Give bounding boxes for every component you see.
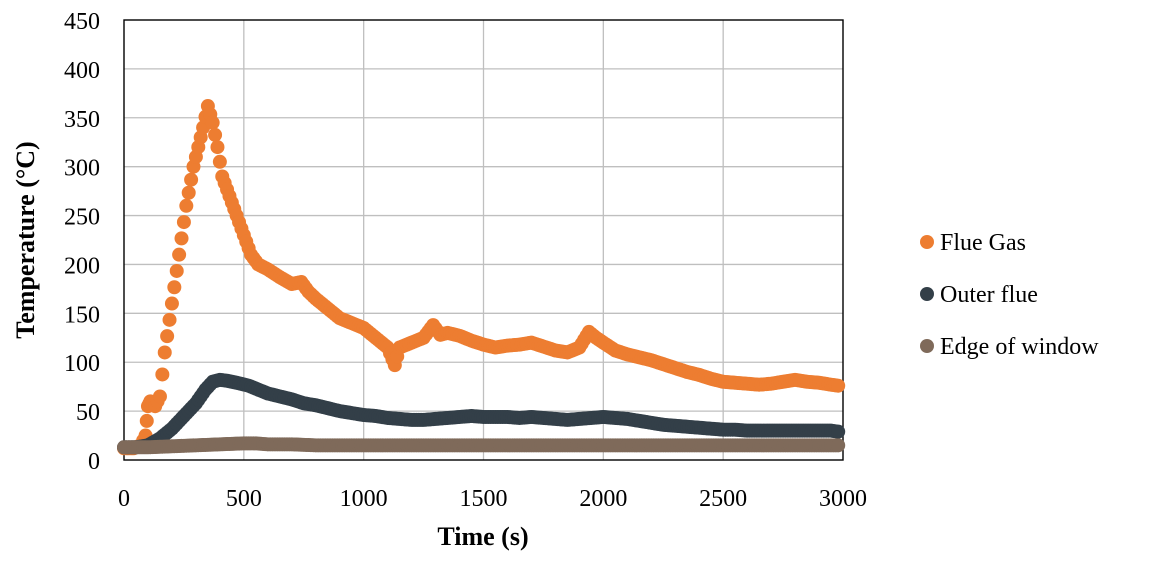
y-tick-labels: 0 50 100 150 200 250 300 350 400 450 bbox=[64, 9, 100, 475]
y-tick-label: 200 bbox=[64, 253, 100, 279]
legend: Flue Gas Outer flue Edge of window bbox=[920, 230, 1099, 360]
data-point bbox=[179, 198, 194, 213]
x-tick-label: 2000 bbox=[579, 486, 627, 512]
series-edge-of-window bbox=[117, 436, 846, 455]
legend-label: Flue Gas bbox=[940, 230, 1026, 256]
legend-item: Edge of window bbox=[920, 334, 1099, 360]
data-point bbox=[172, 247, 187, 262]
y-tick-label: 0 bbox=[88, 449, 100, 475]
data-point bbox=[831, 438, 846, 453]
data-point bbox=[167, 280, 182, 295]
x-tick-label: 2500 bbox=[699, 486, 747, 512]
x-tick-label: 500 bbox=[226, 486, 262, 512]
y-tick-label: 300 bbox=[64, 156, 100, 182]
x-tick-labels: 0 500 1000 1500 2000 2500 3000 bbox=[118, 486, 867, 512]
legend-item: Flue Gas bbox=[920, 230, 1026, 256]
data-point bbox=[184, 172, 199, 187]
x-tick-label: 1500 bbox=[460, 486, 508, 512]
legend-item: Outer flue bbox=[920, 282, 1038, 308]
data-point bbox=[208, 127, 223, 142]
y-tick-label: 250 bbox=[64, 205, 100, 231]
data-point bbox=[139, 413, 154, 428]
data-point bbox=[212, 154, 227, 169]
data-point bbox=[176, 215, 191, 230]
data-point bbox=[155, 367, 170, 382]
y-tick-label: 50 bbox=[76, 400, 100, 426]
data-point bbox=[164, 296, 179, 311]
data-point bbox=[831, 378, 846, 393]
data-point bbox=[831, 424, 846, 439]
data-point bbox=[152, 389, 167, 404]
legend-label: Outer flue bbox=[940, 282, 1038, 308]
y-tick-label: 100 bbox=[64, 351, 100, 377]
data-point bbox=[205, 115, 220, 130]
data-point bbox=[181, 185, 196, 200]
gridlines bbox=[124, 20, 843, 460]
y-axis-title: Temperature (°C) bbox=[11, 141, 40, 338]
y-tick-label: 350 bbox=[64, 107, 100, 133]
series-flue-gas bbox=[117, 99, 846, 456]
y-tick-label: 450 bbox=[64, 9, 100, 35]
plot-area-frame bbox=[123, 19, 844, 461]
legend-marker bbox=[920, 235, 934, 249]
y-tick-label: 150 bbox=[64, 302, 100, 328]
legend-marker bbox=[920, 339, 934, 353]
y-tick-label: 400 bbox=[64, 58, 100, 84]
series-layer bbox=[117, 99, 846, 456]
data-point bbox=[162, 312, 177, 327]
data-point bbox=[169, 263, 184, 278]
data-point bbox=[174, 231, 189, 246]
x-axis-title: Time (s) bbox=[437, 522, 528, 551]
data-point bbox=[157, 345, 172, 360]
legend-marker bbox=[920, 287, 934, 301]
x-tick-label: 1000 bbox=[340, 486, 388, 512]
data-point bbox=[210, 140, 225, 155]
x-tick-label: 3000 bbox=[819, 486, 867, 512]
legend-label: Edge of window bbox=[940, 334, 1099, 360]
x-tick-label: 0 bbox=[118, 486, 130, 512]
data-point bbox=[160, 329, 175, 344]
